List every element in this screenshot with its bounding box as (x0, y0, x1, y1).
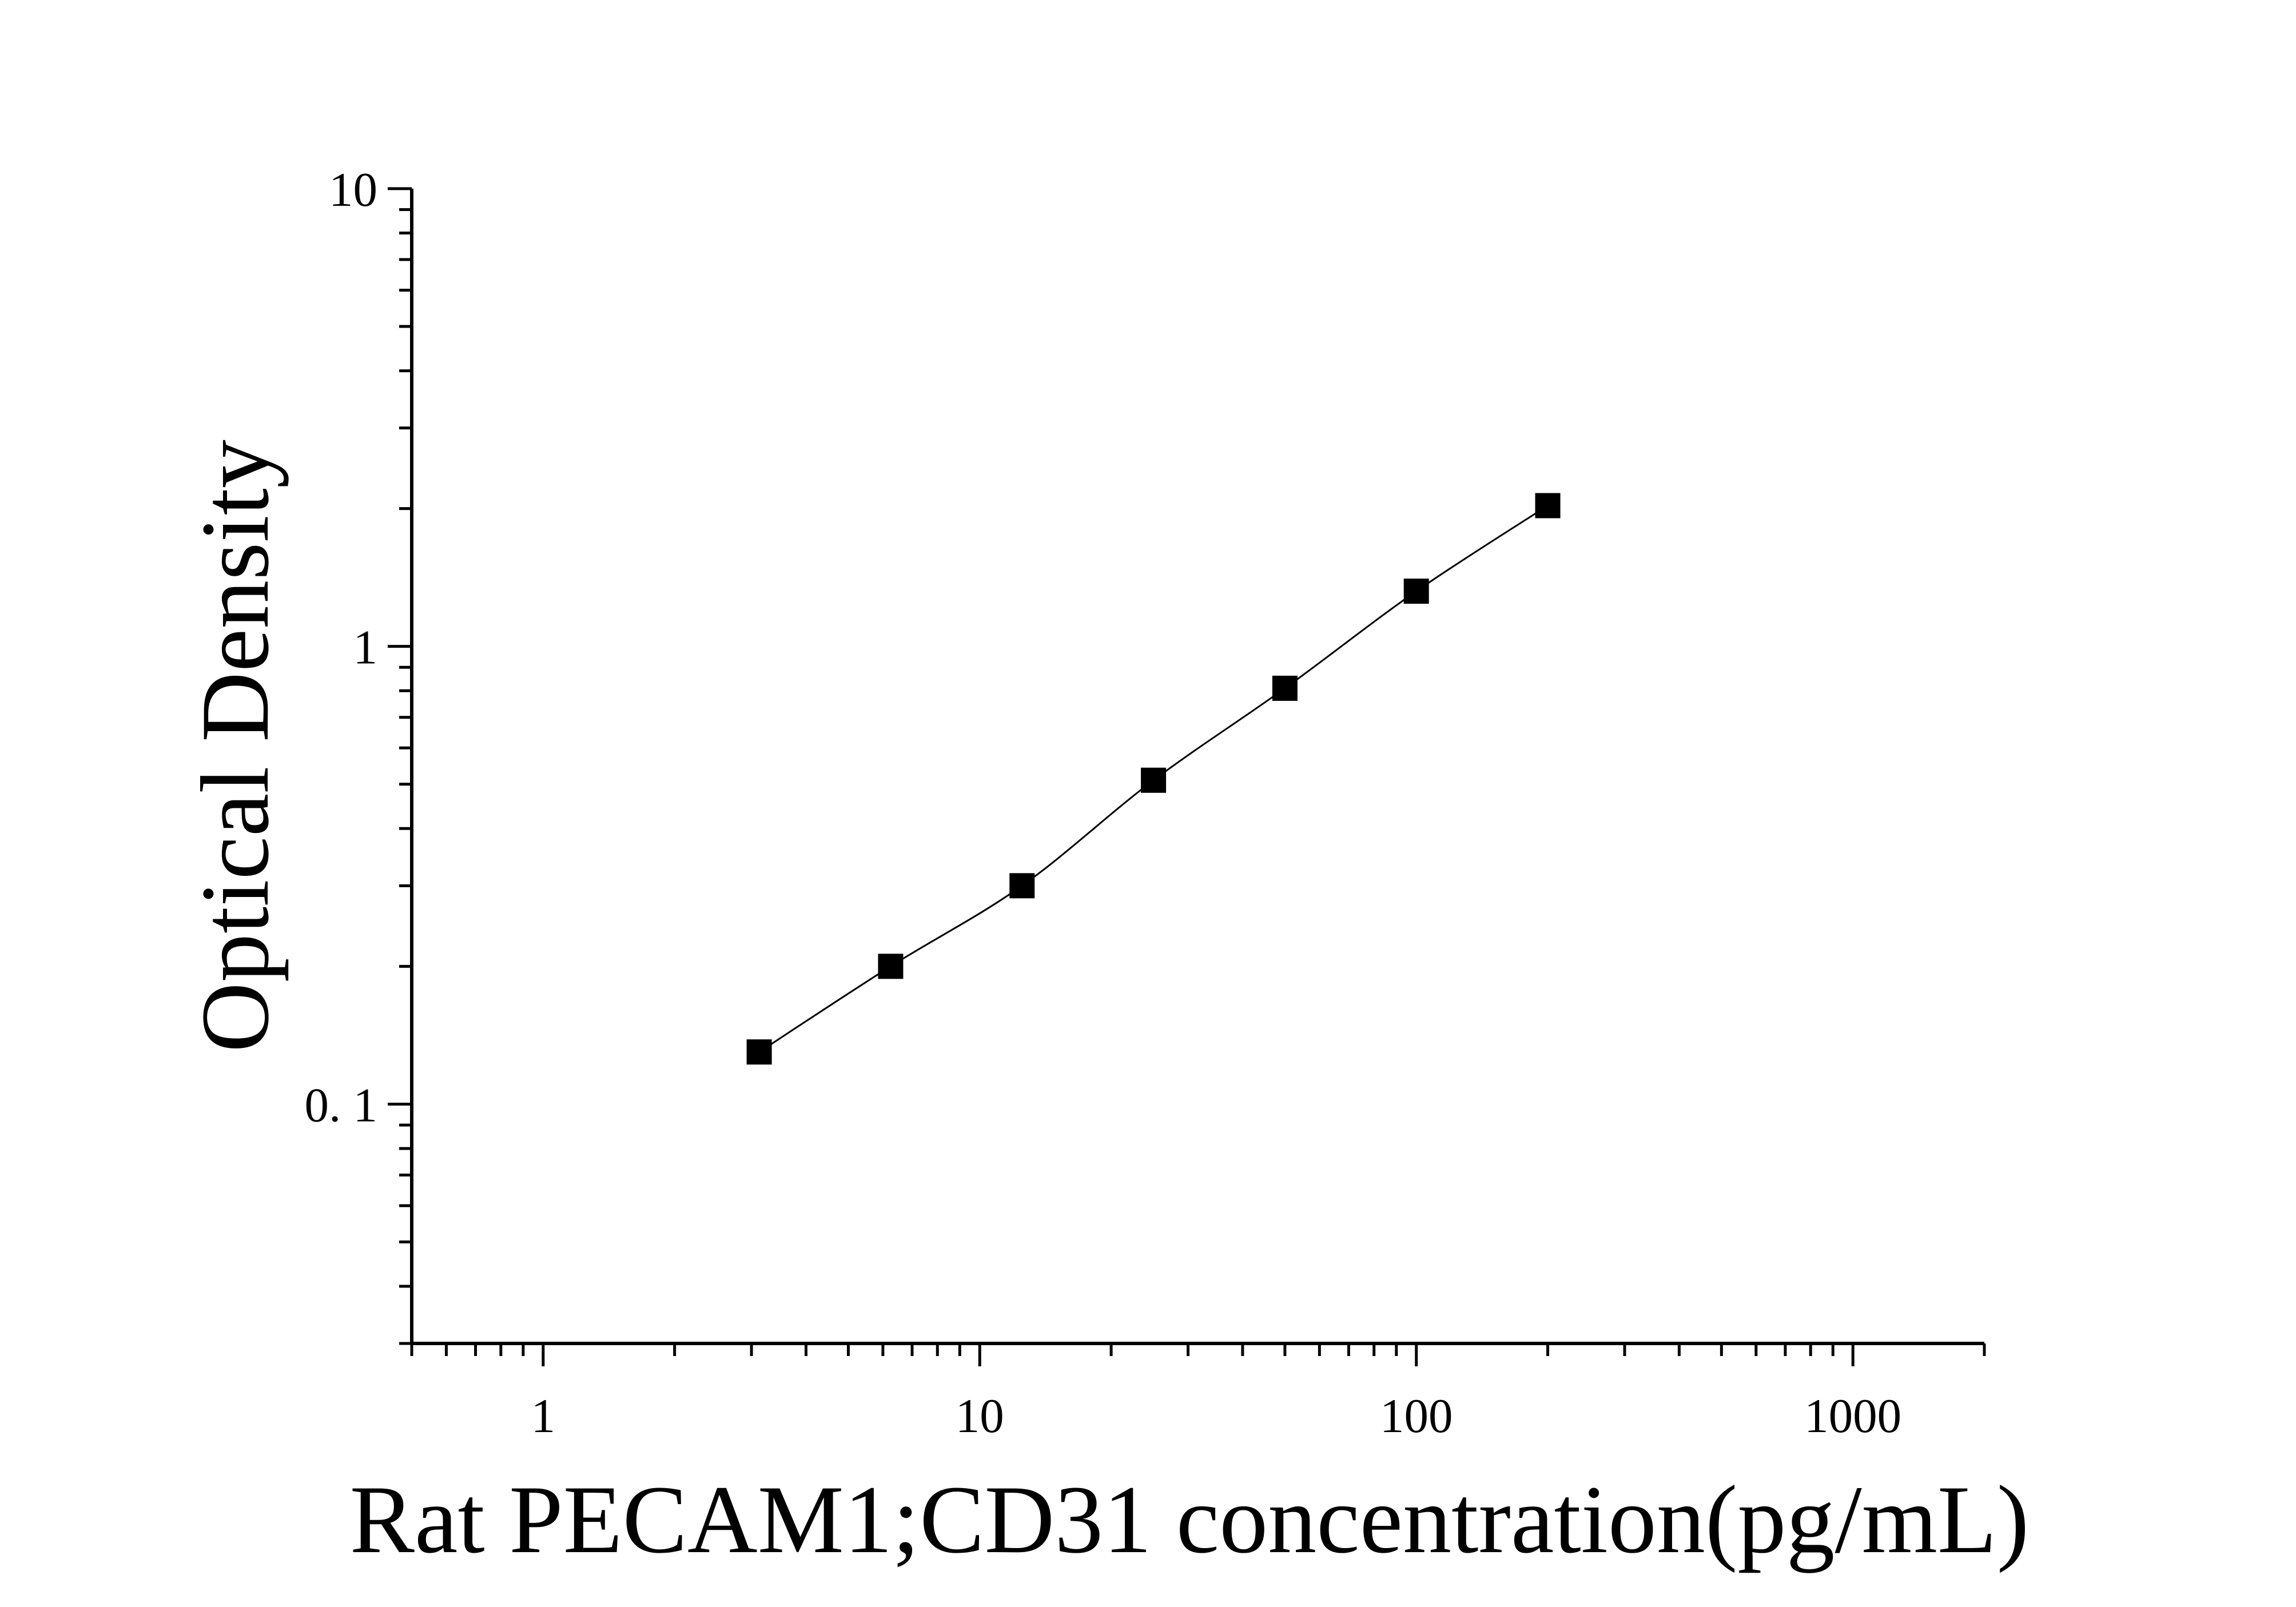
y-axis-title: Optical Density (181, 440, 289, 1052)
data-point (1535, 493, 1561, 519)
data-point (1403, 579, 1429, 604)
data-point (746, 1039, 772, 1065)
data-point (1272, 675, 1298, 701)
data-point (878, 954, 904, 979)
y-tick-label: 1 (353, 621, 378, 675)
data-points (746, 493, 1561, 1065)
x-axis-title: Rat PECAM1;CD31 concentration(pg/mL) (350, 1466, 2030, 1573)
axes (410, 189, 1984, 1345)
x-tick-label: 1000 (1804, 1389, 1901, 1443)
data-point (1009, 873, 1035, 899)
x-tick-label: 10 (956, 1389, 1004, 1443)
x-tick-label: 1 (531, 1389, 556, 1443)
ticks: 1 10 100 1000 0. 1 1 10 (305, 163, 1986, 1443)
x-tick-label: 100 (1380, 1389, 1453, 1443)
y-tick-label: 10 (329, 163, 377, 217)
y-tick-label: 0. 1 (305, 1078, 378, 1132)
data-point (1141, 767, 1167, 793)
